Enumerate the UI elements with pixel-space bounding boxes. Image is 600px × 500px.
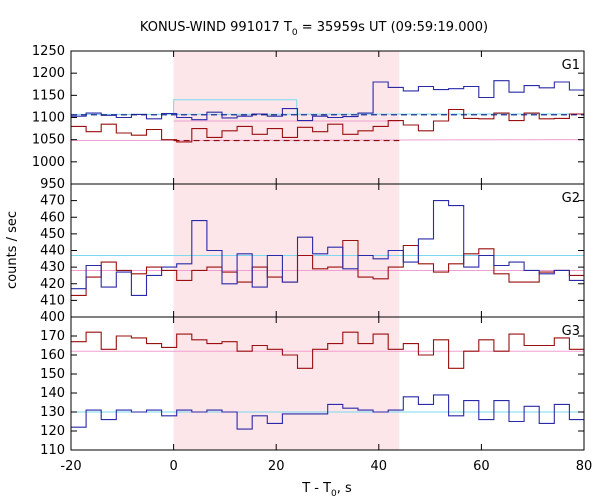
- chart-title-subscript: 0: [292, 28, 298, 38]
- blue-interval-level-line: [173, 99, 298, 114]
- y-tick-label: 410: [40, 293, 65, 308]
- x-tick-label: 0: [169, 459, 177, 474]
- y-axis-label: counts / sec: [5, 211, 20, 289]
- y-tick-label: 430: [40, 260, 65, 275]
- panel-label-g2: G2: [562, 191, 580, 206]
- y-tick-label: 130: [40, 405, 65, 420]
- series-red-histogram: [71, 331, 584, 369]
- y-tick-label: 420: [40, 277, 65, 292]
- x-tick-label: 40: [371, 459, 388, 474]
- y-tick-label: 1200: [32, 66, 65, 81]
- y-tick-label: 950: [40, 177, 65, 192]
- chart-title-rest: = 35959s UT (09:59:19.000): [298, 20, 488, 35]
- x-tick-label: 20: [268, 459, 285, 474]
- series-blue-histogram: [71, 394, 584, 430]
- chart-title: KONUS-WIND 991017 T0 = 35959s UT (09:59:…: [140, 20, 488, 38]
- y-tick-label: 470: [40, 194, 65, 209]
- y-tick-label: 440: [40, 244, 65, 259]
- series-blue-histogram: [71, 200, 584, 296]
- x-tick-label: 60: [473, 459, 490, 474]
- y-tick-label: 1050: [32, 133, 65, 148]
- panel-label-g3: G3: [562, 324, 580, 339]
- x-tick-label: 80: [576, 459, 593, 474]
- panel-g3: 110 120 130 140 150 160 170 G3: [40, 324, 584, 458]
- chart-title-main: KONUS-WIND 991017 T: [140, 20, 292, 35]
- series-blue-histogram: [71, 80, 584, 122]
- x-axis-label-main: T - T: [301, 481, 331, 496]
- y-tick-label: 450: [40, 227, 65, 242]
- y-tick-label: 400: [40, 310, 65, 325]
- y-tick-label: 1150: [32, 88, 65, 103]
- x-axis-label-rest: , s: [337, 481, 352, 496]
- y-tick-label: 1250: [32, 44, 65, 59]
- x-axis-label: T - T0, s: [301, 481, 352, 499]
- y-tick-label: 160: [40, 348, 65, 363]
- panel-g1: 950 1000 1050 1100 1150 1200 1250 G1: [32, 44, 585, 192]
- y-tick-label: 120: [40, 424, 65, 439]
- y-tick-label: 460: [40, 210, 65, 225]
- x-tick-label: -20: [60, 459, 81, 474]
- y-tick-label: 1100: [32, 111, 65, 126]
- y-tick-label: 1000: [32, 155, 65, 170]
- panel-label-g1: G1: [562, 58, 580, 73]
- panel-frame-g3: [70, 316, 585, 451]
- series-red-histogram: [71, 108, 584, 143]
- y-tick-label: 110: [40, 443, 65, 458]
- y-tick-label: 140: [40, 386, 65, 401]
- x-axis-label-subscript: 0: [331, 489, 337, 499]
- y-tick-label: 170: [40, 329, 65, 344]
- y-tick-label: 150: [40, 367, 65, 382]
